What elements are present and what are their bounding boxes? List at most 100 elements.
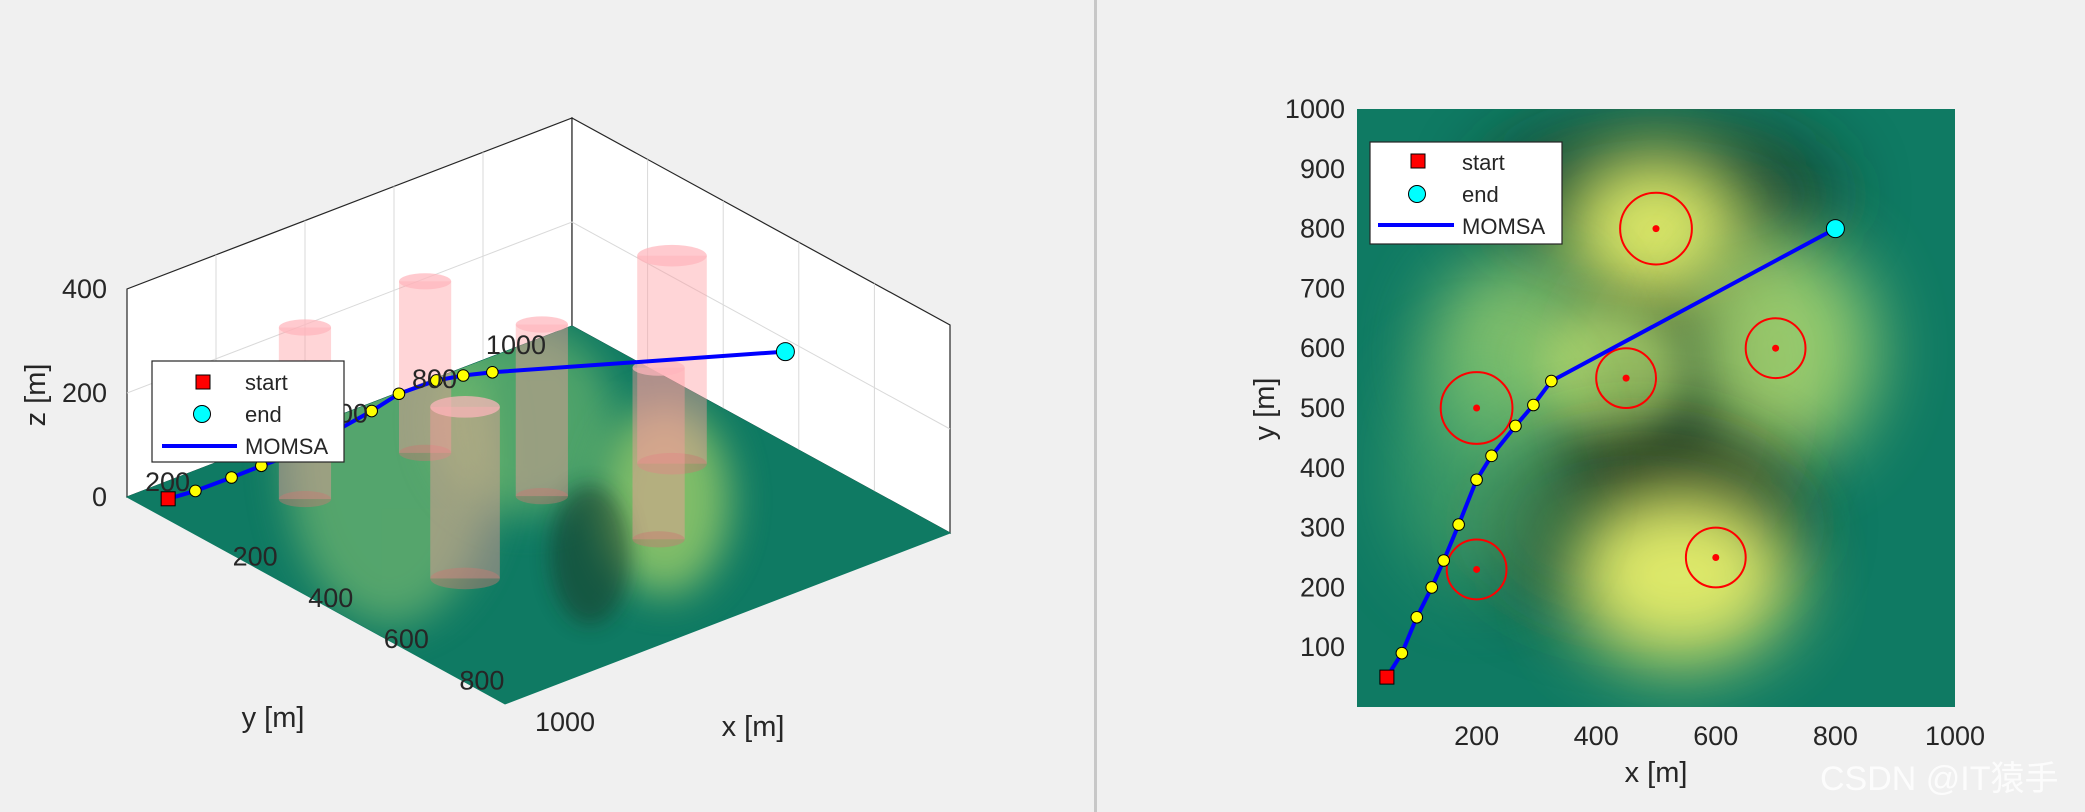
2d-y-tick-900: 900 [1300, 154, 1345, 184]
threat-circle-1 [1619, 191, 1693, 266]
csdn-watermark: CSDN @IT猿手 [1820, 760, 2059, 798]
2d-legend-momsa-label: MOMSA [1462, 214, 1545, 239]
obstacle-cylinder-body-5 [430, 406, 500, 579]
2d-terrain-green-left [1395, 350, 1565, 590]
2d-waypoint-3 [1425, 581, 1439, 594]
2d-y-tick-700: 700 [1300, 273, 1345, 303]
obstacle-cylinder-base-6 [278, 490, 332, 508]
3d-terrain-hill-right [600, 405, 730, 595]
3d-legend-end-marker [193, 405, 211, 423]
2d-x-tick-600: 600 [1693, 721, 1738, 751]
3d-x-tick-200: 200 [233, 541, 278, 571]
2d-terrain-peak-bottom [1565, 485, 1795, 665]
obstacle-cylinder-top-2 [637, 244, 707, 267]
3d-x-tick-800: 800 [459, 666, 504, 696]
obstacle-cylinder-top-3 [515, 316, 568, 333]
2d-y-tick-100: 100 [1300, 632, 1345, 662]
3d-ylabel: y [m] [242, 702, 305, 734]
3d-legend-start-marker [195, 374, 211, 390]
obstacle-cylinder-base-1 [399, 444, 452, 461]
2d-legend-end-marker [1408, 185, 1426, 203]
2d-terrain-peak-right [1685, 235, 1875, 465]
2d-waypoint-5 [1452, 518, 1465, 531]
2d-y-tick-400: 400 [1300, 453, 1345, 483]
threat-center-2 [1473, 404, 1481, 412]
2d-y-tick-200: 200 [1300, 572, 1345, 602]
2d-legend-end-label: end [1462, 182, 1499, 207]
2d-y-tick-300: 300 [1300, 513, 1345, 543]
2d-y-tick-800: 800 [1300, 214, 1345, 244]
2d-axis-ticks: 200 400 600 800 1000 100 200 300 400 500 600 700 800… [1285, 94, 1985, 751]
2d-xlabel: x [m] [1625, 757, 1688, 789]
2d-terrain-peak-center [1535, 305, 1685, 445]
3d-waypoint-8 [430, 374, 443, 387]
obstacle-cylinder-3 [515, 316, 568, 505]
threat-center-6 [1712, 554, 1720, 561]
3d-gridline-z-200 [126, 221, 951, 430]
3d-legend-start-label: start [245, 370, 288, 395]
2d-y-tick-1000: 1000 [1285, 94, 1345, 124]
2d-x-tick-1000: 1000 [1925, 721, 1985, 751]
2d-threat-circles [1439, 191, 1807, 601]
obstacle-cylinder-base-2 [637, 452, 707, 475]
3d-x-tick-400: 400 [308, 583, 353, 613]
threat-circle-3 [1595, 347, 1657, 410]
2d-y-tick-600: 600 [1300, 333, 1345, 363]
3d-terrain-shadow [550, 485, 630, 625]
3d-zlabel: z [m] [20, 364, 52, 427]
threat-center-1 [1652, 225, 1660, 233]
3d-legend-momsa-label: MOMSA [245, 434, 328, 459]
2d-waypoint-7 [1485, 449, 1498, 463]
right-2d-plot: 200 400 600 800 1000 100 200 300 400 500 600 700 800… [1249, 94, 1985, 789]
2d-legend: start end MOMSA [1369, 141, 1563, 245]
2d-waypoint-1 [1395, 646, 1409, 660]
3d-y-tick-1000: 1000 [486, 330, 546, 360]
3d-waypoint-1 [189, 484, 202, 498]
obstacle-cylinder-top-5 [430, 396, 500, 418]
3d-start-marker [160, 491, 176, 507]
threat-center-3 [1622, 374, 1630, 382]
obstacle-cylinder-body-1 [399, 281, 452, 453]
obstacle-cylinder-4 [632, 359, 685, 548]
3d-waypoint-7 [392, 387, 406, 401]
3d-z-tick-200: 200 [62, 378, 107, 408]
2d-path-series [1379, 219, 1845, 685]
threat-center-5 [1473, 565, 1481, 573]
2d-start-marker [1379, 669, 1395, 685]
2d-waypoint-2 [1410, 611, 1424, 624]
obstacle-cylinder-top-1 [399, 273, 452, 290]
obstacle-cylinder-top-6 [278, 319, 332, 336]
3d-waypoint-2 [225, 471, 238, 484]
panel-divider [1094, 0, 1097, 812]
obstacle-cylinder-base-4 [632, 531, 685, 548]
2d-waypoint-9 [1527, 398, 1540, 412]
3d-y-tick-200: 200 [145, 467, 190, 497]
2d-waypoint-4 [1437, 554, 1451, 567]
3d-end-marker [775, 342, 795, 362]
threat-center-4 [1772, 344, 1780, 352]
3d-legend-end-label: end [245, 402, 282, 427]
3d-obstacle-cylinders [278, 244, 707, 590]
3d-legend: start end MOMSA [151, 360, 345, 463]
2d-x-tick-800: 800 [1813, 721, 1858, 751]
threat-circle-4 [1744, 317, 1807, 380]
2d-end-marker [1825, 219, 1845, 239]
obstacle-cylinder-base-5 [430, 567, 500, 590]
2d-legend-start-label: start [1462, 150, 1505, 175]
obstacle-cylinder-base-3 [515, 488, 568, 505]
3d-x-tick-600: 600 [384, 624, 429, 654]
2d-waypoint-10 [1545, 374, 1558, 388]
2d-legend-start-marker [1410, 153, 1426, 169]
3d-y-tick-800: 800 [412, 364, 457, 394]
3d-xlabel: x [m] [722, 711, 785, 743]
obstacle-cylinder-5 [430, 396, 500, 590]
3d-waypoint-9 [456, 369, 470, 382]
2d-x-tick-200: 200 [1454, 721, 1499, 751]
2d-terrain-heatmap [1395, 115, 1875, 665]
3d-z-tick-0: 0 [92, 482, 107, 512]
obstacle-cylinder-body-3 [515, 324, 568, 497]
2d-ylabel: y [m] [1249, 378, 1281, 441]
left-3d-plot: 200400600800100020040060080010000200400 … [20, 116, 952, 743]
3d-z-tick-400: 400 [62, 274, 107, 304]
threat-circle-5 [1445, 538, 1508, 601]
